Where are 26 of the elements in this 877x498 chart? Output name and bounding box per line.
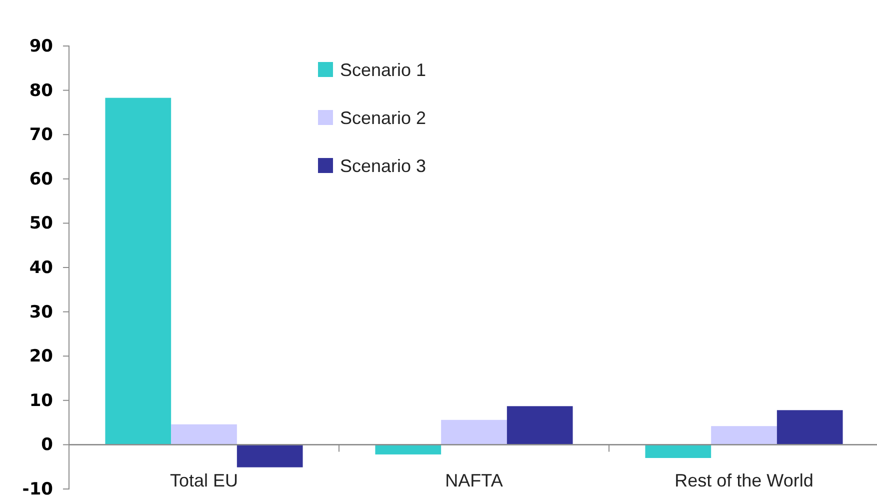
x-tick-label: Rest of the World	[674, 470, 814, 491]
y-tick-label: 20	[29, 346, 54, 367]
y-tick-label: 0	[41, 435, 54, 456]
y-tick-label: 40	[29, 258, 54, 278]
bar	[375, 444, 442, 454]
legend-label: Scenario 3	[340, 156, 426, 176]
y-tick-label: 30	[29, 302, 54, 322]
legend-label: Scenario 1	[340, 60, 426, 80]
bar	[236, 444, 303, 468]
y-tick-label: 60	[29, 169, 54, 190]
bar	[441, 420, 507, 445]
bar	[776, 410, 843, 445]
bar	[105, 98, 172, 445]
y-tick-label: -10	[22, 479, 54, 498]
y-tick-label: 80	[29, 80, 54, 101]
bar	[171, 424, 237, 445]
y-tick-label: 90	[29, 36, 54, 56]
x-tick-label: Total EU	[170, 470, 238, 491]
legend-label: Scenario 2	[340, 108, 426, 128]
bar	[711, 426, 777, 445]
y-tick-label: 50	[29, 214, 54, 234]
y-tick-label: 10	[29, 390, 54, 411]
bar	[506, 406, 573, 445]
bar	[645, 444, 712, 458]
y-tick-label: 70	[29, 125, 54, 146]
x-tick-label: NAFTA	[445, 470, 503, 491]
